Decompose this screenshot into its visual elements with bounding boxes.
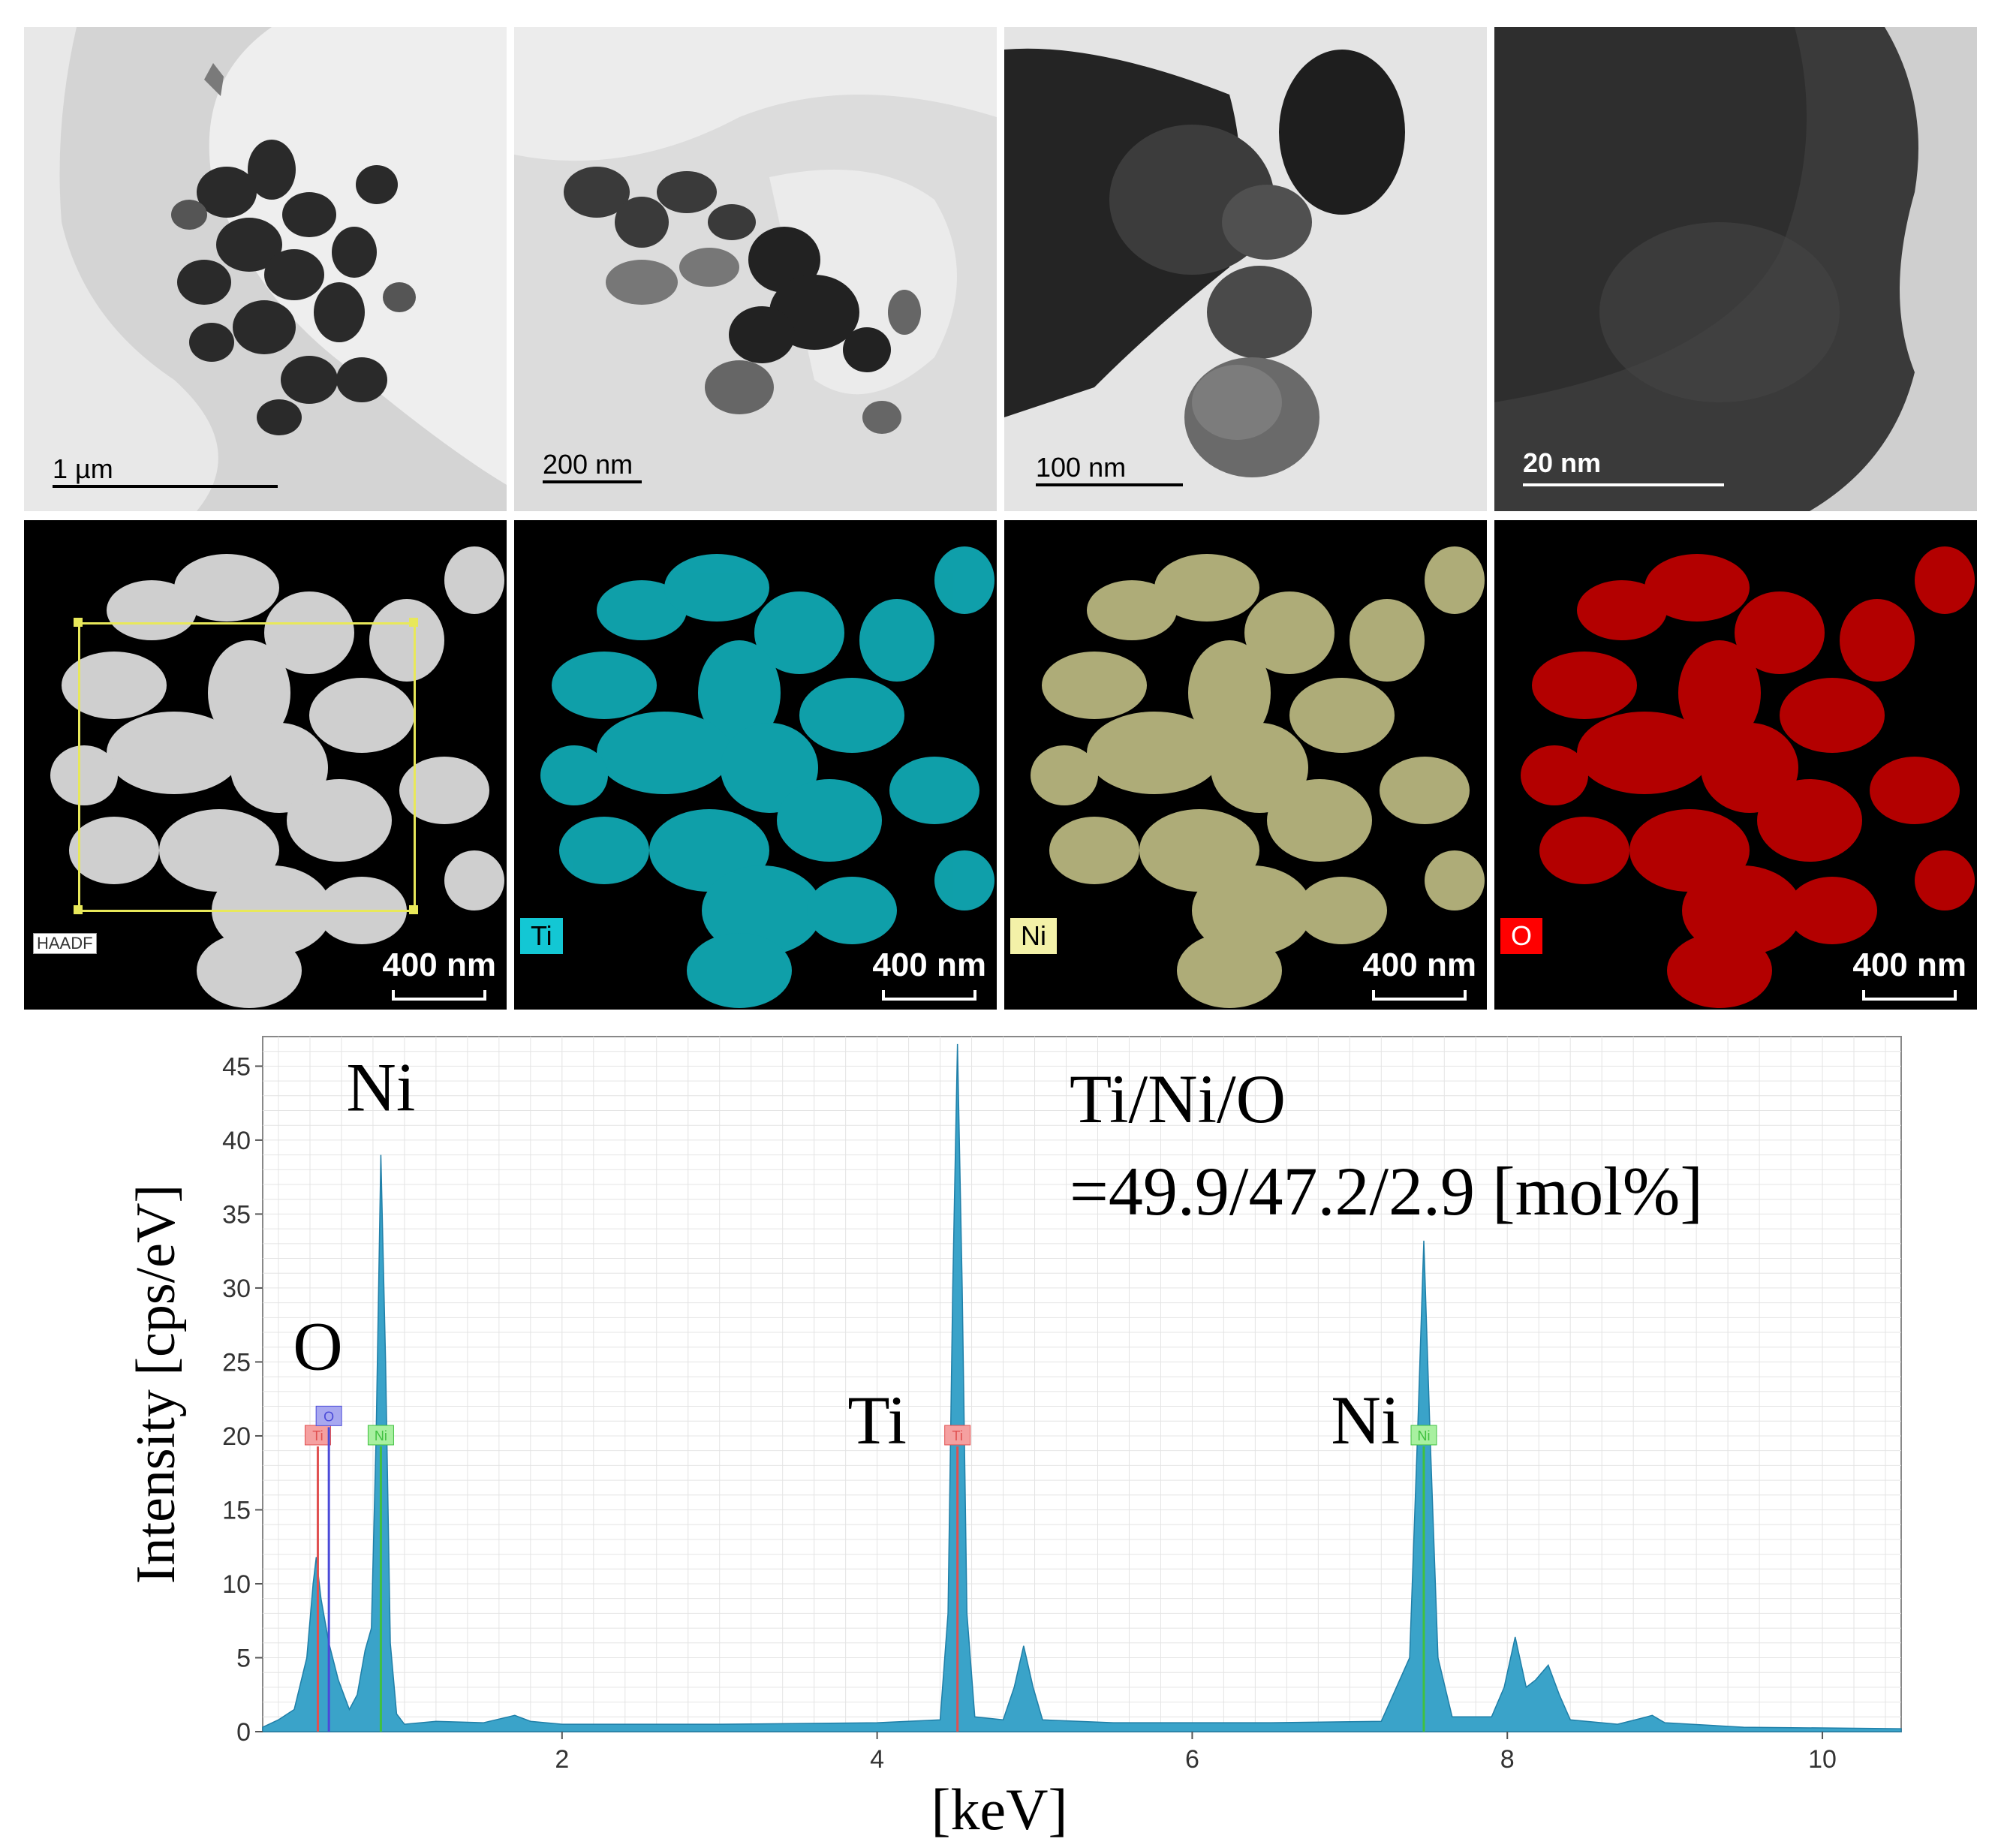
x-tick-label: 6 (1185, 1745, 1199, 1774)
tem-panel-1: 1 µm (24, 27, 507, 511)
x-tick-label: 10 (1808, 1745, 1837, 1774)
composition-label-line2: =49.9/47.2/2.9 [mol%] (1070, 1153, 1703, 1229)
map-scale-label: 400 nm (1852, 947, 1966, 983)
tem-scale-label-3: 100 nm (1036, 452, 1127, 483)
marker-tag-ti: Ti (312, 1428, 323, 1443)
x-tick-label: 8 (1500, 1745, 1515, 1774)
map-scale-ni: 400 nm (1362, 947, 1476, 1001)
y-tick-label: 45 (222, 1052, 251, 1081)
marker-tag-box-ni (1410, 1425, 1437, 1446)
y-tick-label: 5 (236, 1644, 251, 1672)
marker-tag-box-ni (367, 1425, 394, 1446)
tem-scale-label-4: 20 nm (1523, 447, 1602, 478)
roi-handle[interactable] (74, 618, 83, 627)
marker-tag-box-o (315, 1405, 342, 1426)
y-tick-label: 35 (222, 1200, 251, 1229)
y-tick-label: 15 (222, 1496, 251, 1524)
marker-tag-box-ti (944, 1425, 971, 1446)
roi-handle[interactable] (74, 905, 83, 914)
y-tick-label: 0 (236, 1718, 251, 1747)
y-tick-label: 10 (222, 1570, 251, 1599)
peak-label-o: O (293, 1308, 342, 1384)
roi-handle[interactable] (409, 905, 418, 914)
tem-scale-bar-4 (1523, 483, 1724, 486)
map-scale-bar (1372, 990, 1467, 1001)
map-scale-label: 400 nm (382, 947, 496, 983)
tem-image-2 (514, 27, 997, 511)
y-axis-label: Intensity [cps/eV] (125, 1184, 187, 1584)
marker-tag-ni: Ni (1417, 1428, 1430, 1443)
ni-map-panel: Ni 400 nm (1004, 520, 1487, 1010)
y-tick-label: 40 (222, 1127, 251, 1155)
roi-handle[interactable] (409, 618, 418, 627)
haadf-panel: HAADF 400 nm (24, 520, 507, 1010)
y-tick-label: 30 (222, 1275, 251, 1303)
composition-label-line1: Ti/Ni/O (1070, 1061, 1286, 1137)
peak-label-ti: Ti (847, 1382, 907, 1458)
y-tick-label: 25 (222, 1348, 251, 1377)
marker-tag-ni: Ni (375, 1428, 387, 1443)
tem-image-1 (24, 27, 507, 511)
map-scale-bar (392, 990, 487, 1001)
ni-tag: Ni (1010, 918, 1057, 954)
spectrum-series (262, 1043, 1902, 1732)
map-scale-label: 400 nm (872, 947, 986, 983)
ti-tag: Ti (520, 918, 563, 954)
tem-panel-2: 200 nm (514, 27, 997, 511)
map-scale-bar (1862, 990, 1957, 1001)
ti-map-image (540, 546, 994, 1008)
ni-map-image (1031, 546, 1485, 1008)
plot-area (262, 1036, 1902, 1732)
o-map-image (1521, 546, 1975, 1008)
tem-scale-bar-1 (53, 485, 278, 488)
map-scale-haadf: 400 nm (382, 947, 496, 1001)
marker-tag-o: O (323, 1409, 334, 1424)
y-tick-label: 20 (222, 1422, 251, 1451)
map-scale-ti: 400 nm (872, 947, 986, 1001)
map-scale-o: 400 nm (1852, 947, 1966, 1001)
tem-scale-label-2: 200 nm (543, 449, 633, 480)
o-tag: O (1500, 918, 1543, 954)
x-tick-label: 4 (870, 1745, 884, 1774)
marker-tag-box-ti (304, 1425, 331, 1446)
tem-panel-3: 100 nm (1004, 27, 1487, 511)
o-map-panel: O 400 nm (1494, 520, 1977, 1010)
tem-scale-label-1: 1 µm (53, 453, 113, 484)
haadf-tag: HAADF (33, 933, 97, 954)
tem-scale-bar-2 (543, 480, 642, 483)
peak-label-ni: Ni (1331, 1382, 1400, 1458)
x-axis-label: [keV] (931, 1777, 1068, 1842)
map-scale-bar (882, 990, 977, 1001)
roi-rectangle[interactable] (78, 622, 416, 912)
tem-scale-bar-3 (1036, 483, 1183, 486)
peak-label-ni: Ni (346, 1049, 415, 1126)
tem-image-3 (1004, 27, 1487, 511)
tem-image-4 (1494, 27, 1977, 511)
map-scale-label: 400 nm (1362, 947, 1476, 983)
tem-panel-4: 20 nm (1494, 27, 1977, 511)
ti-map-panel: Ti 400 nm (514, 520, 997, 1010)
x-tick-label: 2 (555, 1745, 569, 1774)
marker-tag-ti: Ti (952, 1428, 963, 1443)
